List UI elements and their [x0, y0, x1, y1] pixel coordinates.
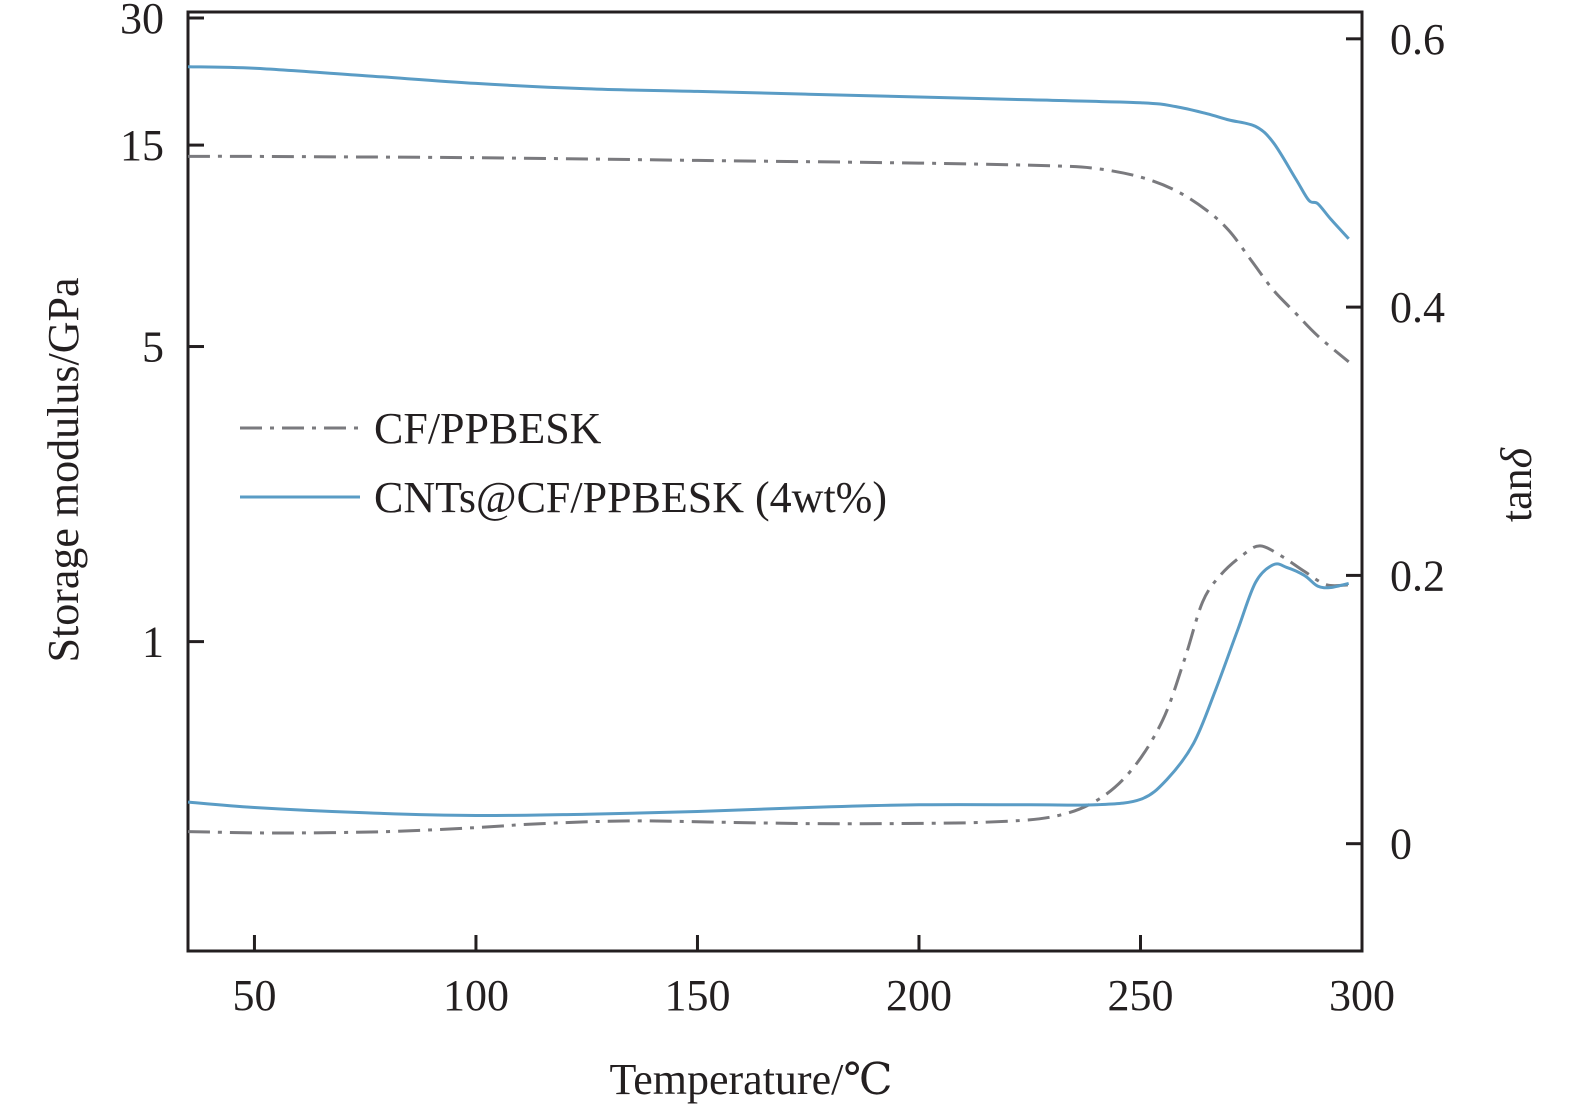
- y-left-tick-label: 15: [120, 121, 164, 170]
- legend: CF/PPBESK CNTs@CF/PPBESK (4wt%): [240, 404, 887, 522]
- x-axis-title: Temperature/℃: [609, 1055, 892, 1104]
- series-storage-modulus-cf-ppbesk: [187, 154, 1350, 363]
- legend-label-cf-ppbesk: CF/PPBESK: [374, 404, 602, 453]
- series-tan-delta-cf-ppbesk: [187, 544, 1349, 835]
- y-left-tick-label: 30: [120, 0, 164, 43]
- series-storage-modulus-cnts-cf-ppbesk-4wt: [187, 65, 1350, 240]
- x-tick-label: 200: [886, 971, 952, 1020]
- series-layer: [187, 65, 1350, 835]
- series-tan-delta-cnts-cf-ppbesk-4wt: [187, 562, 1350, 818]
- y-left-tick-label: 1: [142, 618, 164, 667]
- y-right-axis-ticks: 0 0.2 0.4 0.6: [1346, 15, 1445, 869]
- y-right-axis-title-main: tan: [1492, 468, 1541, 522]
- x-axis-ticks: 50 100 150 200 250 300: [232, 935, 1395, 1020]
- y-right-axis-title: tanδ: [1492, 446, 1541, 522]
- plot-frame: [186, 10, 1364, 953]
- legend-label-cnts-cf-ppbesk: CNTs@CF/PPBESK (4wt%): [374, 473, 887, 522]
- x-tick-label: 100: [443, 971, 509, 1020]
- y-right-tick-label: 0.6: [1390, 15, 1445, 64]
- y-right-tick-label: 0.4: [1390, 283, 1445, 332]
- x-tick-label: 250: [1107, 971, 1173, 1020]
- x-tick-label: 150: [664, 971, 730, 1020]
- y-right-tick-label: 0.2: [1390, 551, 1445, 600]
- y-left-tick-label: 5: [142, 323, 164, 372]
- x-tick-label: 50: [232, 971, 276, 1020]
- y-left-axis-title: Storage modulus/GPa: [39, 278, 88, 663]
- x-tick-label: 300: [1329, 971, 1395, 1020]
- y-right-tick-label: 0: [1390, 820, 1412, 869]
- y-right-axis-title-symbol: δ: [1492, 446, 1541, 468]
